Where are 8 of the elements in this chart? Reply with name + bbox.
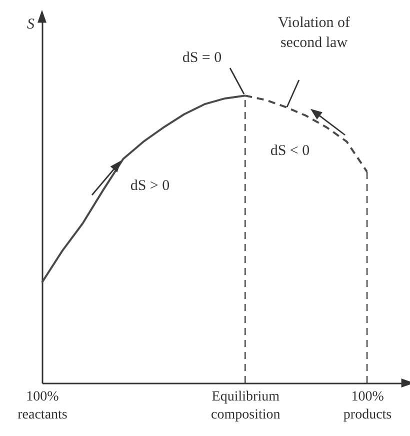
- text: dS = 0: [182, 50, 222, 66]
- x-tick-label: Equilibrium composition: [211, 390, 280, 422]
- annotation: dS < 0: [270, 143, 310, 159]
- y-axis-title: S: [27, 16, 35, 32]
- annotation: dS > 0: [130, 178, 170, 194]
- text: Violation of second law: [278, 15, 350, 51]
- x-tick-label: 100% products: [343, 390, 392, 422]
- x-tick-label: 100% reactants: [18, 390, 68, 422]
